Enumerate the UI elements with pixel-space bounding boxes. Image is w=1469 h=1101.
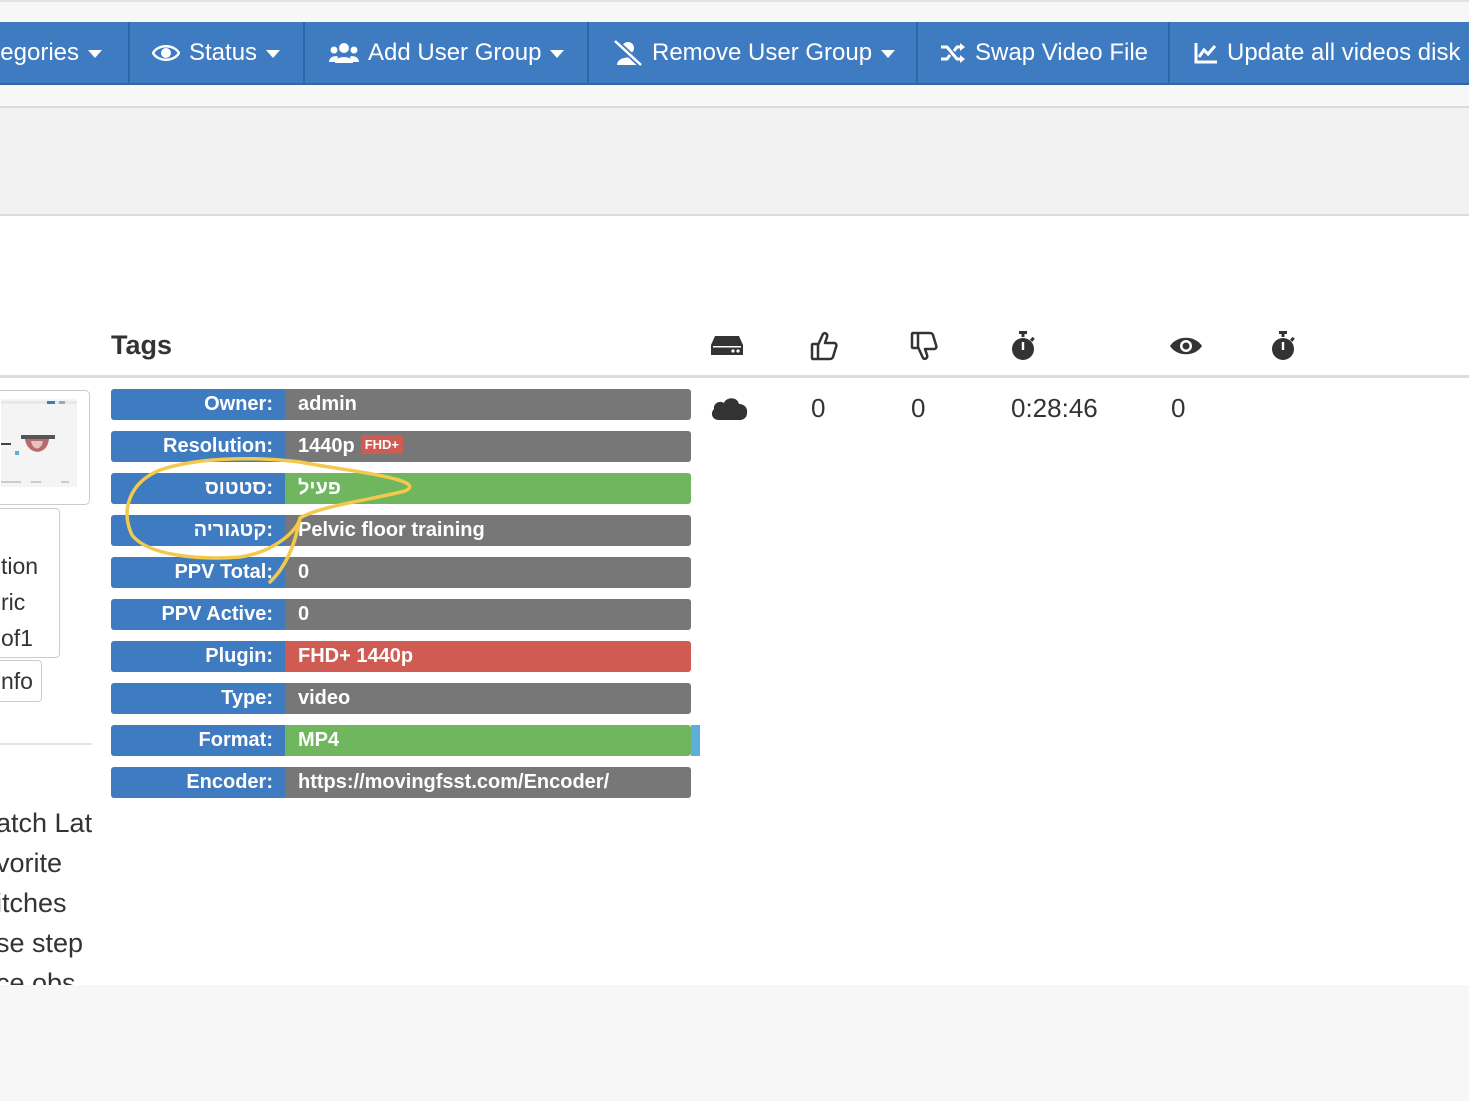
info-button[interactable]: nfo [0, 660, 42, 702]
tag-label: Plugin: [111, 641, 285, 672]
tag-row-category: קטגוריה: Pelvic floor training [111, 515, 691, 546]
stopwatch-icon [1265, 330, 1301, 362]
description-line: ric [1, 589, 26, 615]
user-slash-icon [613, 39, 643, 66]
eye-icon [1168, 330, 1204, 362]
remove-user-group-label: Remove User Group [652, 38, 873, 66]
categories-label: egories [0, 38, 79, 66]
chevron-down-icon [266, 49, 281, 58]
thumbs-down-icon [906, 330, 942, 362]
tag-value: 0 [285, 599, 691, 630]
eye-icon [152, 43, 180, 63]
tag-label: Format: [111, 725, 285, 756]
table-header-divider [0, 375, 1469, 378]
description-line: of1 [1, 625, 33, 651]
tag-value: FHD+ 1440p [285, 641, 691, 672]
menu-item-watch-later[interactable]: atch Lat [0, 808, 92, 838]
row-overflow-marker [691, 725, 700, 756]
views-count: 0 [1171, 393, 1186, 423]
tag-label: PPV Active: [111, 599, 285, 630]
tags-column-header: Tags [111, 330, 173, 360]
tag-value: MP4 [285, 725, 691, 756]
resolution-value: 1440p [298, 435, 355, 457]
dislikes-count: 0 [911, 393, 926, 423]
video-thumbnail-card[interactable] [0, 390, 90, 505]
hard-drive-icon [709, 330, 745, 362]
tag-label: קטגוריה: [111, 515, 285, 546]
chevron-down-icon [881, 49, 896, 58]
video-thumbnail[interactable] [1, 399, 77, 487]
thumbs-up-icon [806, 330, 842, 362]
add-user-group-dropdown-button[interactable]: Add User Group [305, 22, 589, 83]
status-label: Status [189, 38, 258, 66]
tag-row-plugin: Plugin: FHD+ 1440p [111, 641, 691, 672]
duration-value: 0:28:46 [1011, 393, 1098, 423]
add-user-group-label: Add User Group [368, 38, 542, 66]
tag-label: סטטוס: [111, 473, 285, 504]
shuffle-icon [940, 42, 966, 64]
tag-value: 0 [285, 557, 691, 588]
likes-count: 0 [811, 393, 826, 423]
swap-video-file-label: Swap Video File [975, 38, 1148, 66]
menu-item-steps[interactable]: se step [0, 928, 84, 958]
menu-item-obs[interactable]: ce obs [0, 968, 76, 985]
top-strip [0, 0, 1469, 22]
remove-user-group-dropdown-button[interactable]: Remove User Group [589, 22, 918, 83]
tag-value: Pelvic floor training [285, 515, 691, 546]
tag-row-type: Type: video [111, 683, 691, 714]
tag-label: Encoder: [111, 767, 285, 798]
side-divider [0, 743, 92, 745]
tag-value: video [285, 683, 691, 714]
line-chart-icon [1194, 42, 1218, 64]
tag-value: admin [285, 389, 691, 420]
tag-label: Type: [111, 683, 285, 714]
tag-row-status: סטטוס: פעיל [111, 473, 691, 504]
swap-video-file-button[interactable]: Swap Video File [918, 22, 1170, 83]
update-disk-usage-label: Update all videos disk [1227, 38, 1461, 66]
filter-band [0, 106, 1469, 216]
tag-row-owner: Owner: admin [111, 389, 691, 420]
tag-value: 1440p FHD+ [285, 431, 691, 462]
tag-label: PPV Total: [111, 557, 285, 588]
tag-value: פעיל [285, 473, 691, 504]
page-footer-area [0, 985, 1469, 1101]
stopwatch-icon [1005, 330, 1041, 362]
tag-value: https://movingfsst.com/Encoder/ [285, 767, 691, 798]
video-description-box: tion ric of1 [0, 508, 60, 658]
tag-label: Resolution: [111, 431, 285, 462]
tag-row-format: Format: MP4 [111, 725, 691, 756]
tag-row-ppv-active: PPV Active: 0 [111, 599, 691, 630]
tag-row-ppv-total: PPV Total: 0 [111, 557, 691, 588]
status-dropdown-button[interactable]: Status [130, 22, 305, 83]
users-icon [329, 42, 359, 64]
bulk-action-toolbar: egories Status Add User Group Remove Use… [0, 22, 1469, 85]
chevron-down-icon [550, 49, 565, 58]
resolution-badge: FHD+ [360, 435, 404, 454]
cloud-icon [710, 395, 748, 426]
menu-item-switches[interactable]: itches [0, 888, 67, 918]
tag-row-resolution: Resolution: 1440p FHD+ [111, 431, 691, 462]
action-menu-list: atch Lat vorite itches se step ce obs [0, 808, 92, 985]
update-disk-usage-button[interactable]: Update all videos disk [1170, 22, 1469, 83]
chevron-down-icon [88, 49, 102, 58]
menu-item-favorite[interactable]: vorite [0, 848, 63, 878]
description-line: tion [1, 553, 39, 579]
tag-row-encoder: Encoder: https://movingfsst.com/Encoder/ [111, 767, 691, 798]
categories-dropdown-button[interactable]: egories [0, 22, 130, 83]
tag-label: Owner: [111, 389, 285, 420]
